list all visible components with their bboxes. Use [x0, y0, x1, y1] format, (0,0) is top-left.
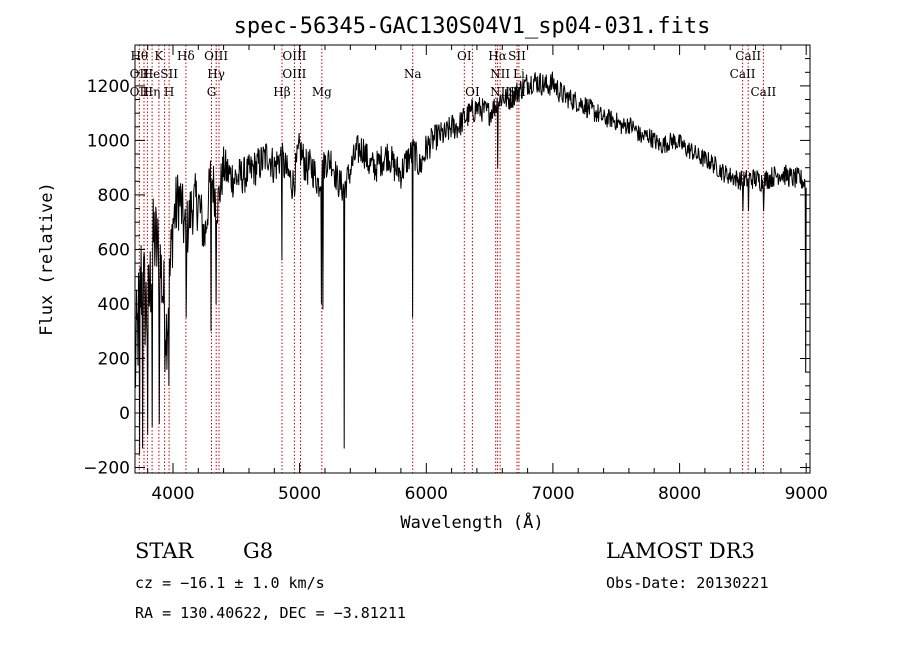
survey-name: LAMOST DR3	[606, 539, 755, 563]
x-axis: 4000 5000 6000 7000 8000 9000	[147, 45, 828, 504]
line-label: H	[164, 85, 174, 99]
line-label: K	[154, 49, 164, 63]
x-tick-label: 8000	[658, 484, 701, 504]
line-label: Mg	[312, 85, 332, 99]
x-tick-label: 7000	[531, 484, 574, 504]
line-label: OIII	[204, 49, 228, 63]
line-label: SII	[508, 49, 526, 63]
line-label: OI	[465, 85, 480, 99]
observation-date: Obs-Date: 20130221	[606, 574, 769, 592]
line-label: SII	[160, 67, 178, 81]
line-label: OIII	[282, 67, 306, 81]
y-tick-label: 0	[119, 404, 130, 424]
line-label: Hθ	[130, 49, 148, 63]
line-markers	[138, 45, 764, 473]
line-label: Hδ	[177, 49, 195, 63]
line-label: CaII	[730, 67, 756, 81]
plot-frame	[134, 44, 811, 474]
y-tick-label: 400	[98, 295, 130, 315]
line-label: G	[207, 85, 217, 99]
line-label: Hβ	[273, 85, 290, 99]
line-label: He	[143, 67, 161, 81]
x-tick-label: 5000	[278, 484, 321, 504]
y-tick-label: −200	[83, 459, 130, 479]
line-label: CaII	[735, 49, 761, 63]
line-label: Hη	[143, 85, 161, 99]
x-axis-label: Wavelength (Å)	[400, 511, 543, 533]
y-tick-label: 800	[98, 186, 130, 206]
y-axis-label: Flux (relative)	[37, 182, 57, 336]
x-tick-label: 9000	[785, 484, 828, 504]
line-label: Hγ	[207, 67, 225, 81]
object-class: STAR	[135, 539, 194, 563]
x-tick-label: 4000	[151, 484, 194, 504]
coordinates-text: RA = 130.40622, DEC = −3.81211	[135, 604, 406, 622]
line-label: Li	[513, 67, 525, 81]
y-tick-label: 1200	[87, 77, 130, 97]
x-tick-label: 6000	[405, 484, 448, 504]
chart-title: spec-56345-GAC130S04V1_sp04-031.fits	[234, 14, 711, 39]
line-label: Hα	[488, 49, 507, 63]
spectrum-line	[134, 71, 807, 454]
line-label: OIII	[282, 49, 306, 63]
line-label: OI	[457, 49, 472, 63]
y-tick-label: 1000	[87, 131, 130, 151]
line-label: CaII	[750, 85, 776, 99]
y-axis: −200 0 200 400 600 800 1000 1200	[83, 58, 810, 479]
line-label: NII	[490, 67, 510, 81]
object-subclass: G8	[243, 539, 273, 563]
y-tick-label: 600	[98, 241, 130, 261]
redshift-text: cz = −16.1 ± 1.0 km/s	[135, 574, 325, 592]
y-tick-label: 200	[98, 350, 130, 370]
line-label: Na	[404, 67, 422, 81]
